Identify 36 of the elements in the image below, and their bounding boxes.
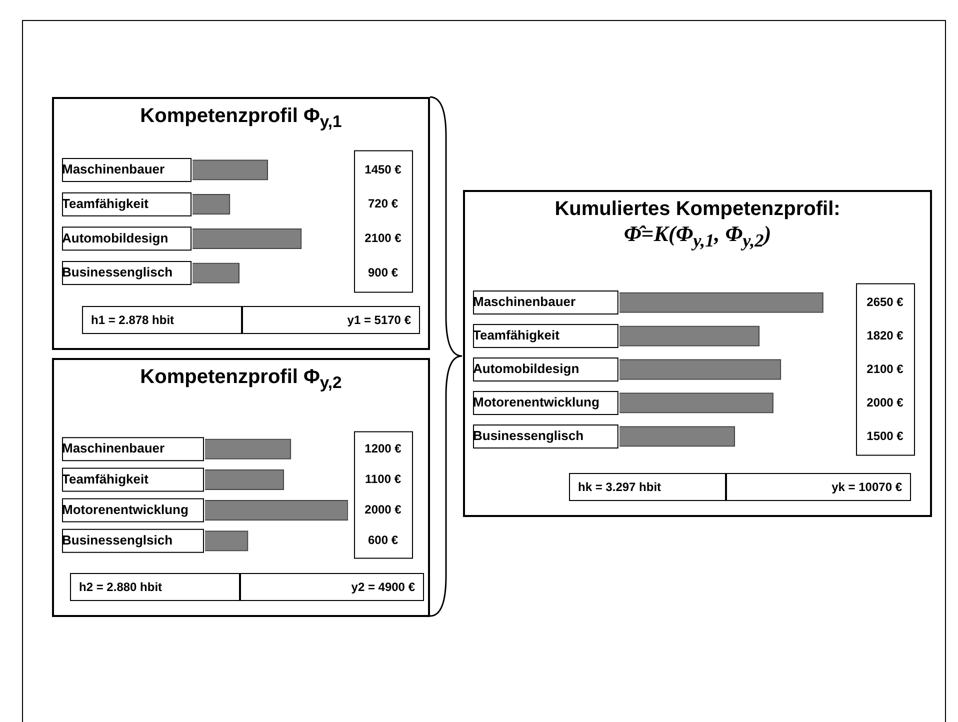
text: yk = 10070 €	[726, 473, 911, 501]
data-label: 1100 €	[364, 472, 402, 486]
y-tick-label: Teamfähigkeit	[62, 196, 150, 211]
text: hk = 3.297 hbit	[569, 473, 726, 501]
y-tick-label: Businessenglsich	[62, 532, 173, 548]
chart-title: Kumuliertes Kompetenzprofil:	[554, 198, 842, 221]
data-label: 1450 €	[364, 162, 402, 176]
y-tick-label: Maschinenbauer	[473, 294, 576, 310]
y-tick-label: Motorenentwicklung	[62, 502, 188, 517]
data-label: 1820 €	[866, 328, 904, 342]
y-tick-label: Businessenglisch	[473, 428, 584, 444]
data-label: 720 €	[368, 196, 398, 211]
y-tick-label: Teamfähigkeit	[473, 328, 560, 343]
y-tick-label: Automobildesign	[473, 361, 580, 376]
y-tick-label: Teamfähigkeit	[62, 471, 150, 486]
chart-title: Kompetenzprofil Φ$_{y,2}$	[139, 366, 343, 393]
y-tick-label: Businessenglisch	[62, 264, 173, 280]
data-label: 600 €	[368, 533, 398, 548]
data-label: 2000 €	[866, 395, 904, 410]
data-label: 1500 €	[866, 428, 904, 443]
data-label: 2650 €	[866, 294, 904, 309]
text: h1 = 2.878 hbit	[82, 306, 242, 334]
data-label: 900 €	[368, 265, 398, 280]
y-tick-label: Motorenentwicklung	[473, 394, 600, 410]
chart-subtitle: Φ̂=K(Φ$_{y,1}$, Φ$_{y,2}$)	[622, 221, 772, 252]
y-tick-label: Maschinenbauer	[62, 162, 165, 177]
text: y1 = 5170 €	[242, 306, 420, 334]
data-label: 1200 €	[364, 441, 402, 456]
data-label: 2100 €	[866, 362, 904, 376]
text: h2 = 2.880 hbit	[70, 573, 240, 601]
y-tick-label: Automobildesign	[62, 230, 168, 246]
data-label: 2100 €	[364, 230, 402, 245]
y-tick-label: Maschinenbauer	[62, 440, 165, 456]
chart-title: Kompetenzprofil Φ$_{y,1}$	[139, 105, 343, 132]
text: y2 = 4900 €	[240, 573, 424, 601]
data-label: 2000 €	[364, 502, 402, 517]
